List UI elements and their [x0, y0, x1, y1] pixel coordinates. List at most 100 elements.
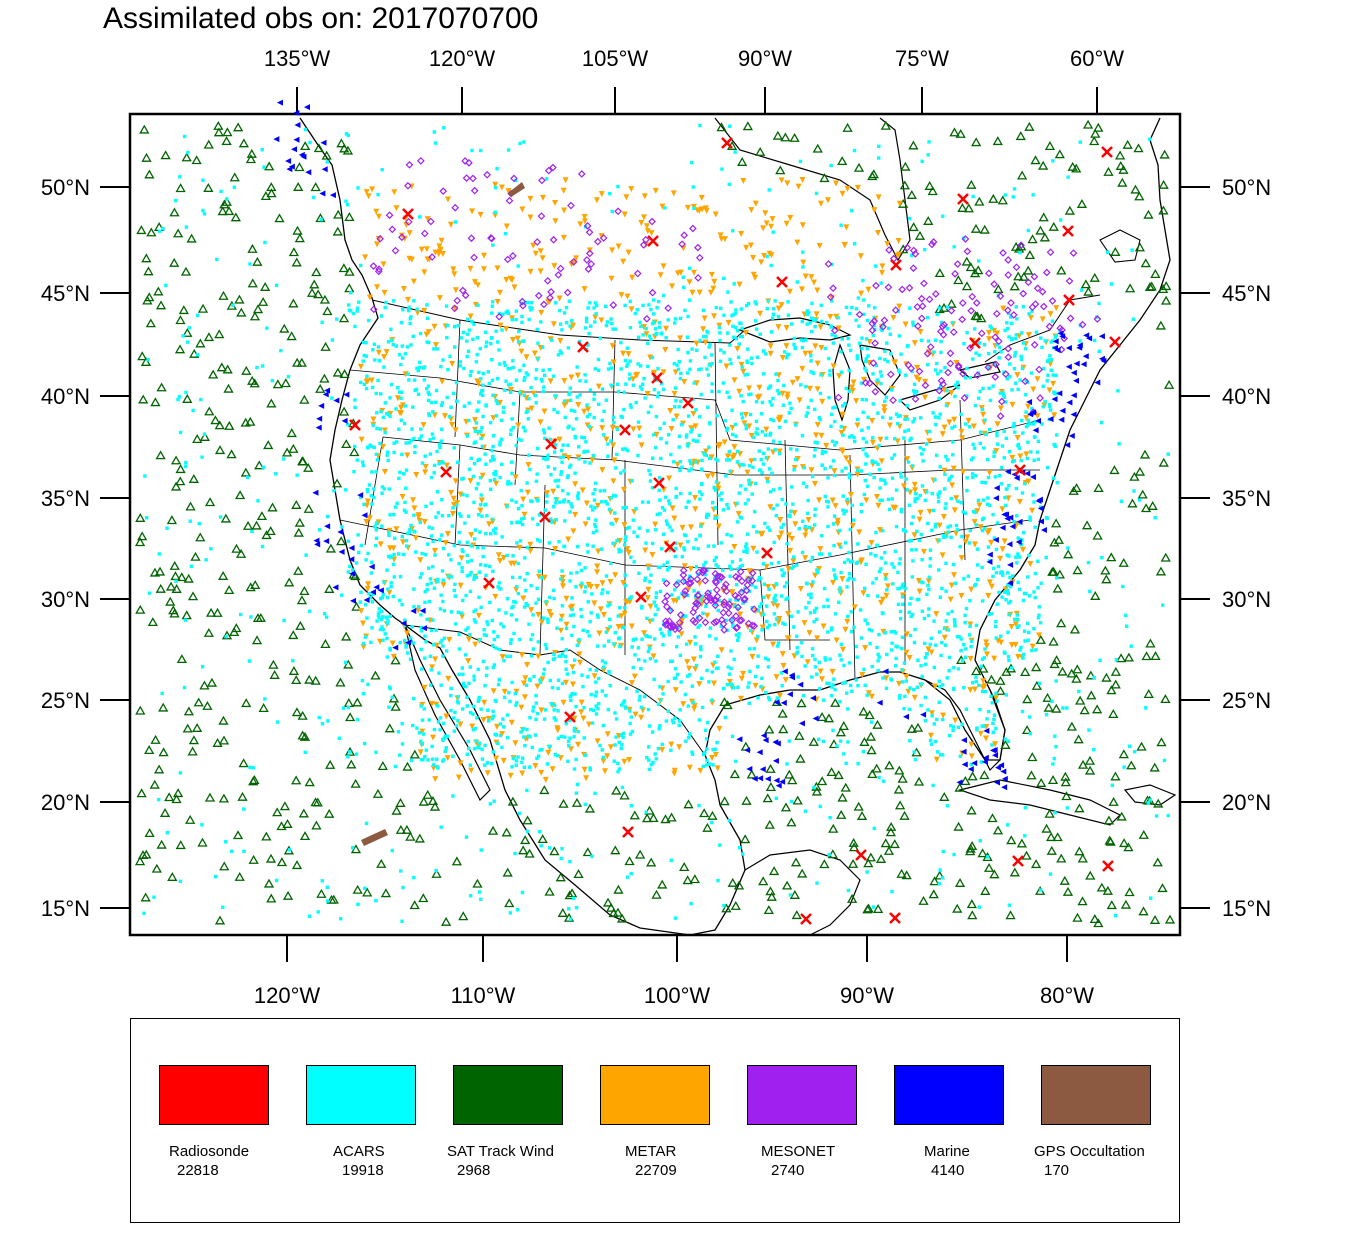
- metar-marker: [672, 687, 679, 694]
- acars-marker: [675, 672, 680, 677]
- acars-marker: [946, 525, 950, 529]
- acars-marker: [593, 522, 597, 527]
- acars-marker: [381, 415, 386, 420]
- acars-marker: [802, 466, 806, 470]
- acars-marker: [392, 299, 396, 303]
- acars-marker: [801, 250, 805, 254]
- acars-marker: [551, 552, 555, 556]
- acars-marker: [467, 681, 471, 686]
- metar-marker: [591, 600, 598, 607]
- metar-marker: [817, 668, 824, 675]
- acars-marker: [684, 435, 689, 439]
- acars-marker: [920, 674, 924, 679]
- acars-marker: [1000, 444, 1005, 448]
- acars-marker: [379, 617, 384, 622]
- acars-marker: [758, 332, 762, 336]
- acars-marker: [452, 543, 457, 548]
- metar-marker: [1025, 403, 1032, 410]
- acars-marker: [520, 756, 525, 760]
- acars-marker: [947, 733, 952, 738]
- acars-marker: [1077, 689, 1081, 694]
- acars-marker: [596, 615, 600, 619]
- sat-marker: [154, 566, 166, 576]
- acars-marker: [563, 735, 567, 739]
- acars-marker: [566, 759, 570, 763]
- acars-marker: [1004, 400, 1008, 404]
- sat-marker: [504, 898, 515, 908]
- acars-marker: [1044, 712, 1049, 717]
- acars-marker: [449, 610, 454, 614]
- acars-marker: [771, 312, 776, 316]
- acars-marker: [424, 387, 429, 391]
- metar-marker: [406, 255, 413, 262]
- acars-marker: [480, 388, 485, 393]
- sat-marker: [778, 724, 789, 734]
- acars-marker: [822, 698, 826, 702]
- acars-marker: [464, 835, 469, 839]
- acars-marker: [838, 528, 842, 533]
- acars-marker: [698, 490, 702, 494]
- acars-marker: [742, 463, 746, 467]
- acars-marker: [1032, 435, 1037, 439]
- acars-marker: [849, 630, 854, 634]
- acars-marker: [495, 401, 500, 406]
- acars-marker: [640, 382, 645, 386]
- acars-marker: [614, 735, 618, 739]
- acars-marker: [434, 388, 439, 393]
- metar-marker: [681, 378, 688, 385]
- acars-marker: [1009, 321, 1014, 326]
- acars-marker: [429, 534, 434, 538]
- acars-marker: [678, 316, 683, 321]
- acars-marker: [529, 499, 533, 503]
- acars-marker: [442, 609, 447, 613]
- acars-marker: [994, 691, 998, 695]
- metar-marker: [418, 246, 425, 253]
- sat-marker: [311, 820, 322, 830]
- metar-marker: [928, 649, 935, 656]
- acars-marker: [941, 533, 946, 538]
- acars-marker: [667, 629, 671, 634]
- sat-marker: [313, 289, 324, 299]
- acars-marker: [980, 724, 984, 728]
- metar-marker: [752, 682, 759, 689]
- metar-marker: [556, 436, 563, 443]
- acars-marker: [1036, 439, 1041, 443]
- metar-marker: [849, 384, 856, 391]
- metar-marker: [549, 766, 556, 773]
- acars-marker: [969, 645, 973, 649]
- acars-marker: [515, 520, 519, 525]
- acars-marker: [420, 742, 424, 746]
- acars-marker: [1018, 648, 1022, 652]
- acars-marker: [882, 478, 887, 483]
- sat-marker: [258, 703, 269, 712]
- acars-marker: [518, 539, 523, 543]
- acars-marker: [964, 707, 969, 711]
- metar-marker: [596, 630, 603, 637]
- metar-marker: [874, 230, 881, 237]
- metar-marker: [631, 509, 638, 516]
- sat-marker: [418, 893, 429, 903]
- metar-marker: [874, 380, 881, 387]
- acars-marker: [638, 364, 643, 368]
- metar-marker: [436, 243, 443, 250]
- metar-marker: [693, 340, 700, 347]
- metar-marker: [689, 289, 696, 296]
- acars-marker: [693, 642, 698, 646]
- acars-marker: [937, 538, 941, 543]
- acars-marker: [728, 564, 732, 568]
- acars-marker: [371, 348, 375, 352]
- acars-marker: [751, 465, 755, 469]
- acars-marker: [946, 530, 950, 534]
- acars-marker: [900, 680, 905, 684]
- acars-marker: [714, 637, 718, 641]
- acars-marker: [452, 588, 456, 593]
- metar-marker: [708, 271, 715, 278]
- acars-marker: [933, 525, 938, 529]
- sat-marker: [966, 179, 977, 189]
- acars-marker: [688, 359, 693, 363]
- acars-marker: [451, 754, 455, 758]
- acars-marker: [965, 488, 969, 493]
- acars-marker: [560, 637, 564, 641]
- acars-marker: [684, 642, 689, 646]
- metar-marker: [583, 500, 590, 507]
